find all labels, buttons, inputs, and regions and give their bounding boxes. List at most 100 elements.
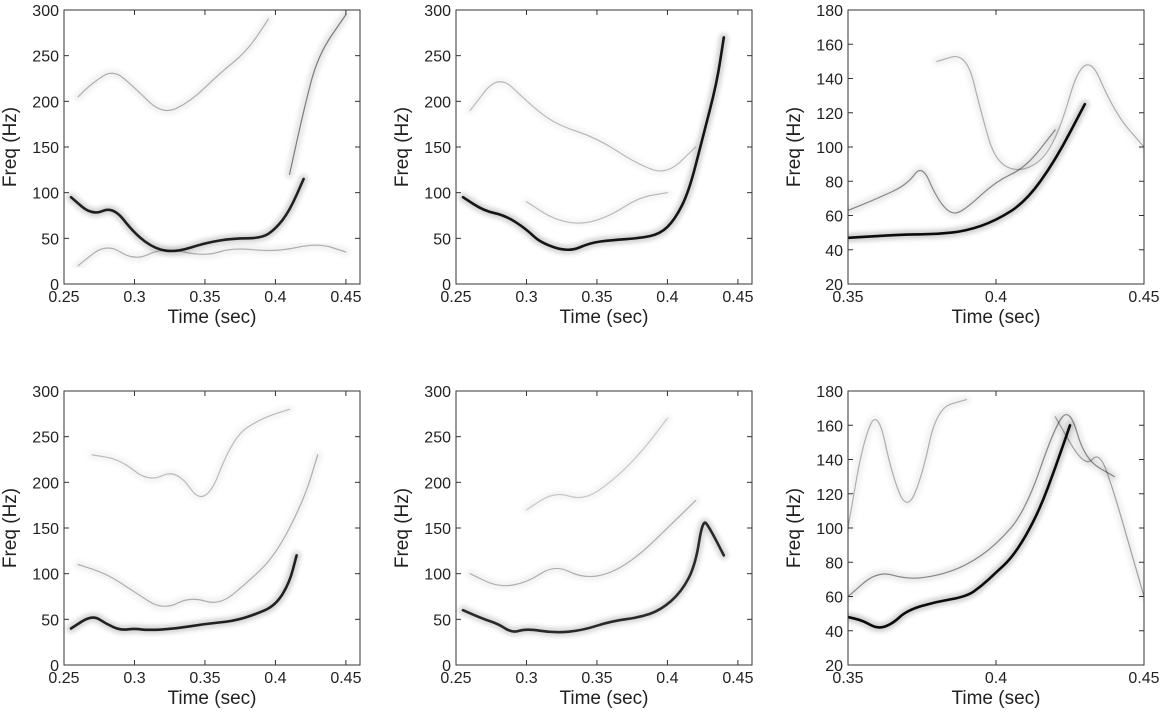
y-tick-label: 60 (825, 590, 843, 607)
y-tick-label: 50 (41, 612, 59, 629)
ridge-layer (458, 32, 729, 255)
y-axis-label: Freq (Hz) (784, 107, 805, 187)
y-tick-label: 250 (32, 430, 59, 447)
ridge-halo-2 (522, 188, 672, 228)
x-tick-label: 0.4 (264, 289, 286, 306)
y-tick-label: 0 (442, 658, 451, 675)
y-tick-label: 160 (816, 37, 843, 54)
y-tick-label: 250 (424, 49, 451, 66)
y-tick-label: 0 (50, 277, 59, 294)
y-tick-label: 40 (825, 624, 843, 641)
ridge-line-0 (848, 102, 1087, 240)
ridge-line-2 (77, 244, 347, 267)
ridge-layer (458, 413, 729, 637)
ridge-line-0 (461, 36, 726, 252)
y-axis-label: Freq (Hz) (784, 488, 805, 568)
ridge-line-0 (461, 521, 726, 634)
y-tick-label: 180 (816, 3, 843, 20)
y-tick-label: 0 (50, 658, 59, 675)
x-axis-label: Time (sec) (167, 307, 256, 328)
x-tick-label: 0.45 (330, 289, 361, 306)
x-axis-label: Time (sec) (951, 688, 1040, 709)
spectrogram-panel-top-left: 0.25 0.3 0.35 0.4 0.45 0 50 100 150 200 250 300 Time… (0, 3, 362, 328)
ridge-halo-1 (848, 410, 1119, 601)
ridge-line-1 (77, 18, 269, 112)
spectrogram-panel-bottom-middle: 0.25 0.3 0.35 0.4 0.45 0 50 100 150 200 250 300 Time… (392, 384, 754, 709)
y-tick-label: 150 (32, 521, 59, 538)
ridge-line-2 (848, 399, 967, 529)
x-tick-label: 0.25 (48, 289, 79, 306)
y-axis-label: Freq (Hz) (392, 107, 413, 187)
x-axis-label: Time (sec) (167, 688, 256, 709)
y-tick-label: 0 (442, 277, 451, 294)
y-tick-label: 150 (424, 140, 451, 157)
y-tick-label: 250 (424, 430, 451, 447)
y-tick-label: 200 (32, 94, 59, 111)
y-tick-label: 140 (816, 72, 843, 89)
ridge-layer (66, 10, 351, 271)
y-tick-label: 100 (32, 186, 59, 203)
y-tick-label: 50 (41, 231, 59, 248)
y-tick-label: 120 (816, 106, 843, 123)
y-axis-label: Freq (Hz) (0, 488, 21, 568)
ridge-halo-1 (465, 77, 701, 176)
y-axis-label: Freq (Hz) (392, 488, 413, 568)
ridge-layer (66, 404, 323, 635)
ridge-layer (848, 395, 1144, 632)
x-tick-label: 0.3 (123, 289, 145, 306)
ridge-line-2 (91, 408, 291, 498)
x-tick-label: 0.4 (656, 670, 678, 687)
x-tick-label: 0.45 (722, 289, 753, 306)
spectrogram-panel-top-right: 0.35 0.4 0.45 20 40 60 80 100 120 140 160 180 Time (… (784, 3, 1160, 328)
y-tick-label: 300 (424, 384, 451, 401)
y-tick-label: 100 (424, 186, 451, 203)
y-tick-label: 150 (32, 140, 59, 157)
spectrogram-panel-bottom-left: 0.25 0.3 0.35 0.4 0.45 0 50 100 150 200 250 300 Time… (0, 384, 362, 709)
ridge-halo-3 (285, 10, 351, 179)
ridge-line-1 (77, 454, 319, 607)
y-tick-label: 100 (32, 567, 59, 584)
ridge-halo-2 (932, 52, 1144, 174)
x-axis-label: Time (sec) (559, 307, 648, 328)
x-tick-label: 0.35 (189, 670, 220, 687)
ridge-halo-1 (73, 14, 273, 115)
ridge-halo-1 (465, 496, 701, 591)
x-tick-label: 0.45 (722, 670, 753, 687)
y-tick-label: 80 (825, 174, 843, 191)
y-tick-label: 200 (32, 475, 59, 492)
ridge-line-2 (936, 55, 1144, 171)
x-tick-label: 0.35 (581, 670, 612, 687)
x-tick-label: 0.45 (1128, 670, 1159, 687)
y-tick-label: 180 (816, 384, 843, 401)
x-tick-label: 0.3 (515, 670, 537, 687)
y-tick-label: 80 (825, 555, 843, 572)
x-tick-label: 0.3 (515, 289, 537, 306)
ridge-halo-2 (87, 404, 294, 501)
ridge-layer (848, 52, 1144, 243)
y-tick-label: 120 (816, 487, 843, 504)
spectrogram-panel-top-middle: 0.25 0.3 0.35 0.4 0.45 0 50 100 150 200 250 300 Time… (392, 3, 754, 328)
y-tick-label: 60 (825, 209, 843, 226)
x-tick-label: 0.3 (123, 670, 145, 687)
ridge-line-1 (848, 413, 1115, 598)
ridge-halo-1 (848, 125, 1060, 218)
x-axis-label: Time (sec) (559, 688, 648, 709)
x-tick-label: 0.4 (985, 289, 1007, 306)
ridge-halo-3 (1050, 412, 1144, 601)
x-tick-label: 0.35 (832, 289, 863, 306)
ridge-halo-1 (73, 450, 323, 611)
y-tick-label: 200 (424, 475, 451, 492)
y-tick-label: 300 (32, 3, 59, 20)
y-tick-label: 20 (825, 658, 843, 675)
x-tick-label: 0.45 (330, 670, 361, 687)
spectrogram-panel-bottom-right: 0.35 0.4 0.45 20 40 60 80 100 120 140 160 180 Time (… (784, 384, 1160, 709)
y-tick-label: 50 (433, 231, 451, 248)
y-tick-label: 100 (816, 140, 843, 157)
ridge-halo-2 (848, 395, 971, 533)
x-tick-label: 0.35 (189, 289, 220, 306)
ridge-line-1 (469, 500, 697, 587)
ridge-line-0 (848, 424, 1072, 629)
x-axis-label: Time (sec) (951, 307, 1040, 328)
ridge-line-3 (1054, 416, 1144, 598)
